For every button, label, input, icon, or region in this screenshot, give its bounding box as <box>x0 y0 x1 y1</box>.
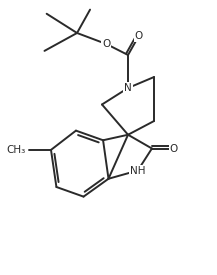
Text: N: N <box>124 83 132 93</box>
Text: O: O <box>135 31 143 41</box>
Text: NH: NH <box>130 166 146 175</box>
Text: O: O <box>169 144 178 153</box>
Text: O: O <box>102 39 110 49</box>
Text: CH₃: CH₃ <box>7 145 26 155</box>
